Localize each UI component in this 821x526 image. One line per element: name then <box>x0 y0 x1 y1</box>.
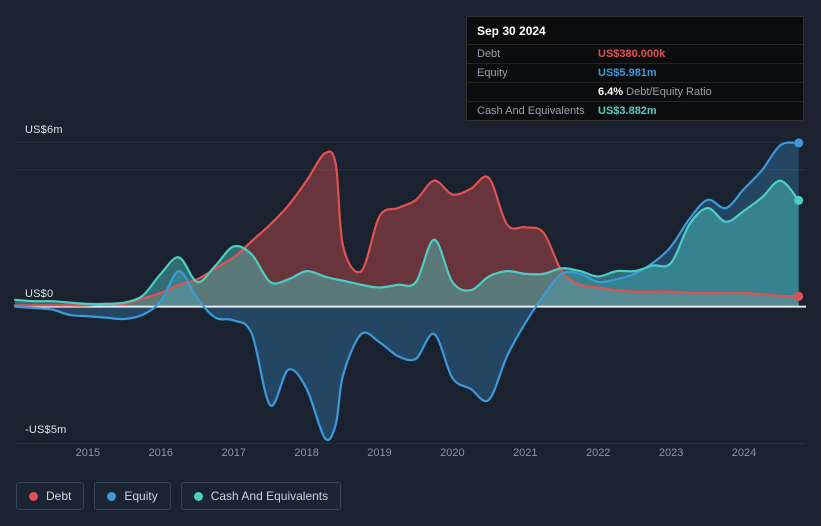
series-line-debt <box>13 150 800 307</box>
x-axis-tick: 2019 <box>367 447 391 459</box>
x-axis-tick: 2016 <box>149 447 173 459</box>
series-endpoint-cash-and-equivalents <box>794 195 804 205</box>
series-area-debt <box>15 151 799 307</box>
legend-item-cash[interactable]: Cash And Equivalents <box>180 482 342 510</box>
x-axis-tick: 2024 <box>732 447 756 459</box>
x-axis-tick: 2015 <box>76 447 100 459</box>
tooltip-ratio-spacer <box>467 89 598 95</box>
legend-item-debt[interactable]: Debt <box>16 482 85 510</box>
tooltip-date: Sep 30 2024 <box>467 17 803 45</box>
tooltip-equity-label: Equity <box>477 67 508 79</box>
x-axis-tick: 2018 <box>294 447 318 459</box>
tooltip-ratio-row: 6.4% Debt/Equity Ratio <box>467 83 803 102</box>
tooltip-ratio-label: Debt/Equity Ratio <box>626 86 712 98</box>
series-line-equity <box>13 141 800 442</box>
tooltip-cash-row: Cash And Equivalents US$3.882m <box>467 102 803 120</box>
series-area-cash-and-equivalents <box>15 180 799 307</box>
chart-legend: Debt Equity Cash And Equivalents <box>16 482 342 510</box>
tooltip-cash-value: US$3.882m <box>598 105 657 117</box>
series-line-cash-and-equivalents <box>13 179 800 306</box>
tooltip-debt-label: Debt <box>477 48 501 60</box>
tooltip-equity-row: Equity US$5.981m <box>467 64 803 83</box>
x-axis-tick: 2022 <box>586 447 610 459</box>
tooltip-debt-value: US$380.000k <box>598 48 666 60</box>
x-axis-tick: 2021 <box>513 447 537 459</box>
series-endpoint-equity <box>794 138 804 148</box>
tooltip-ratio: 6.4% Debt/Equity Ratio <box>598 83 712 101</box>
y-axis-label-top: US$6m <box>25 124 63 136</box>
x-axis-tick: 2023 <box>659 447 683 459</box>
legend-label-equity: Equity <box>124 489 158 503</box>
series-endpoint-debt <box>794 291 804 301</box>
x-axis-tick: 2020 <box>440 447 464 459</box>
tooltip-equity-value: US$5.981m <box>598 67 657 79</box>
tooltip-cash-label: Cash And Equivalents <box>477 105 585 117</box>
tooltip-ratio-value: 6.4% <box>598 86 624 98</box>
y-axis-label-bottom: -US$5m <box>25 424 67 436</box>
x-axis-tick: 2017 <box>221 447 245 459</box>
chart-tooltip: Sep 30 2024 Debt US$380.000k Equity US$5… <box>466 16 804 121</box>
y-axis-label-zero: US$0 <box>25 288 54 300</box>
equity-series-dot-icon <box>107 491 117 501</box>
legend-label-cash: Cash And Equivalents <box>210 489 329 503</box>
legend-label-debt: Debt <box>46 489 72 503</box>
cash-series-dot-icon <box>193 491 203 501</box>
legend-item-equity[interactable]: Equity <box>94 482 171 510</box>
debt-series-dot-icon <box>29 491 38 501</box>
tooltip-debt-row: Debt US$380.000k <box>467 45 803 64</box>
